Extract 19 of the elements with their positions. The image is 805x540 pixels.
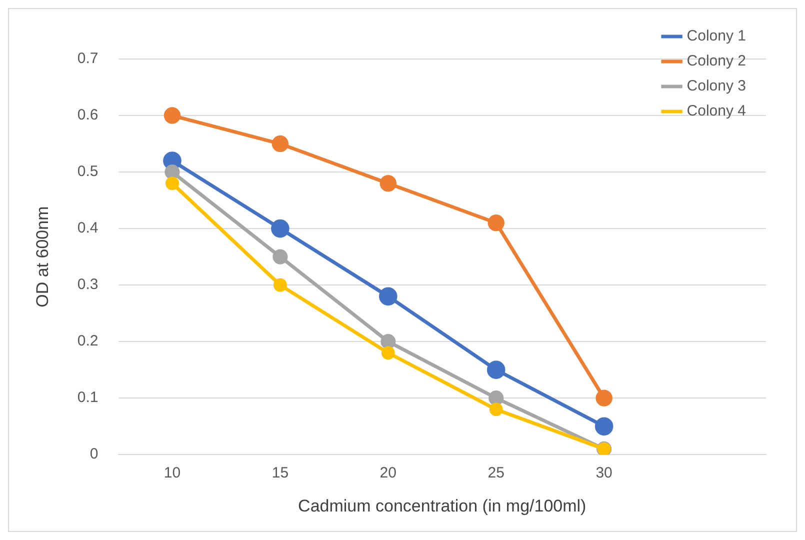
y-tick-label: 0.1 — [77, 389, 98, 406]
x-axis-title: Cadmium concentration (in mg/100ml) — [298, 496, 586, 516]
y-tick-label: 0.5 — [77, 163, 98, 180]
y-tick-label: 0.6 — [77, 106, 98, 124]
x-tick-label: 10 — [164, 464, 181, 482]
legend-label: Colony 4 — [686, 102, 746, 120]
y-axis-title: OD at 600nm — [32, 206, 52, 308]
x-tick-label: 20 — [380, 464, 396, 482]
y-tick-label: 0.4 — [77, 220, 98, 237]
x-tick-label: 15 — [272, 464, 289, 482]
y-tick-label: 0.3 — [77, 276, 98, 294]
x-tick-label: 30 — [596, 464, 612, 482]
legend-label: Colony 2 — [686, 52, 746, 70]
legend-label: Colony 1 — [686, 28, 746, 45]
y-tick-label: 0.7 — [77, 50, 98, 68]
y-tick-label: 0 — [90, 446, 98, 463]
x-tick-label: 25 — [488, 464, 504, 482]
legend-label: Colony 3 — [686, 78, 746, 95]
y-tick-label: 0.2 — [77, 332, 98, 350]
